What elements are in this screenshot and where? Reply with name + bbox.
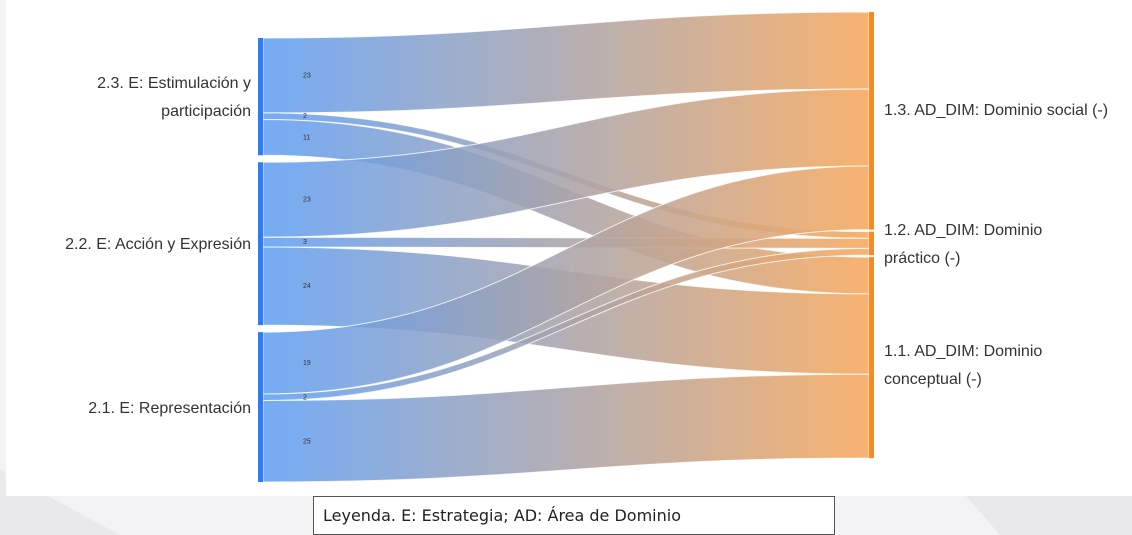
flow-s22-t12 (262, 236, 870, 249)
node-label-estimulacion: 2.3. E: Estimulación y participación (97, 75, 251, 120)
sankey-panel: 23 2 11 23 3 24 19 2 25 2.3. E: Estimulación y p… (6, 0, 1132, 496)
flow-value-label: 23 (303, 72, 311, 79)
source-node-bar (258, 38, 263, 156)
sankey-diagram: 23 2 11 23 3 24 19 2 25 (258, 11, 874, 483)
flow-value-label: 2 (303, 394, 307, 401)
node-label-representacion: 2.1. E: Representación (88, 400, 251, 417)
node-label-dominio-practico: 1.2. AD_DIM: Dominio práctico (-) (884, 222, 1043, 267)
flow-s21-t13 (262, 165, 870, 395)
flow-value-label: 2 (303, 113, 307, 120)
flow-value-label: 19 (303, 360, 311, 367)
node-label-dominio-conceptual: 1.1. AD_DIM: Dominio conceptual (-) (884, 343, 1043, 388)
target-node-bar (869, 12, 874, 230)
flow-value-label: 24 (303, 283, 311, 290)
flow-value-label: 11 (303, 134, 310, 141)
flow-s21-t12 (262, 247, 870, 402)
node-label-accion-expresion: 2.2. E: Acción y Expresión (65, 236, 251, 253)
flow-value-label: 3 (303, 239, 307, 246)
node-label-dominio-social: 1.3. AD_DIM: Dominio social (-) (884, 102, 1109, 119)
flow-value-label: 23 (303, 197, 311, 204)
target-node-bar (869, 257, 874, 458)
flow-value-label: 25 (303, 438, 311, 445)
target-node-bar (869, 231, 874, 256)
source-node-bar (258, 332, 263, 482)
source-node-bar (258, 162, 263, 326)
legend-box: Leyenda. E: Estrategia; AD: Área de Domi… (313, 496, 835, 535)
